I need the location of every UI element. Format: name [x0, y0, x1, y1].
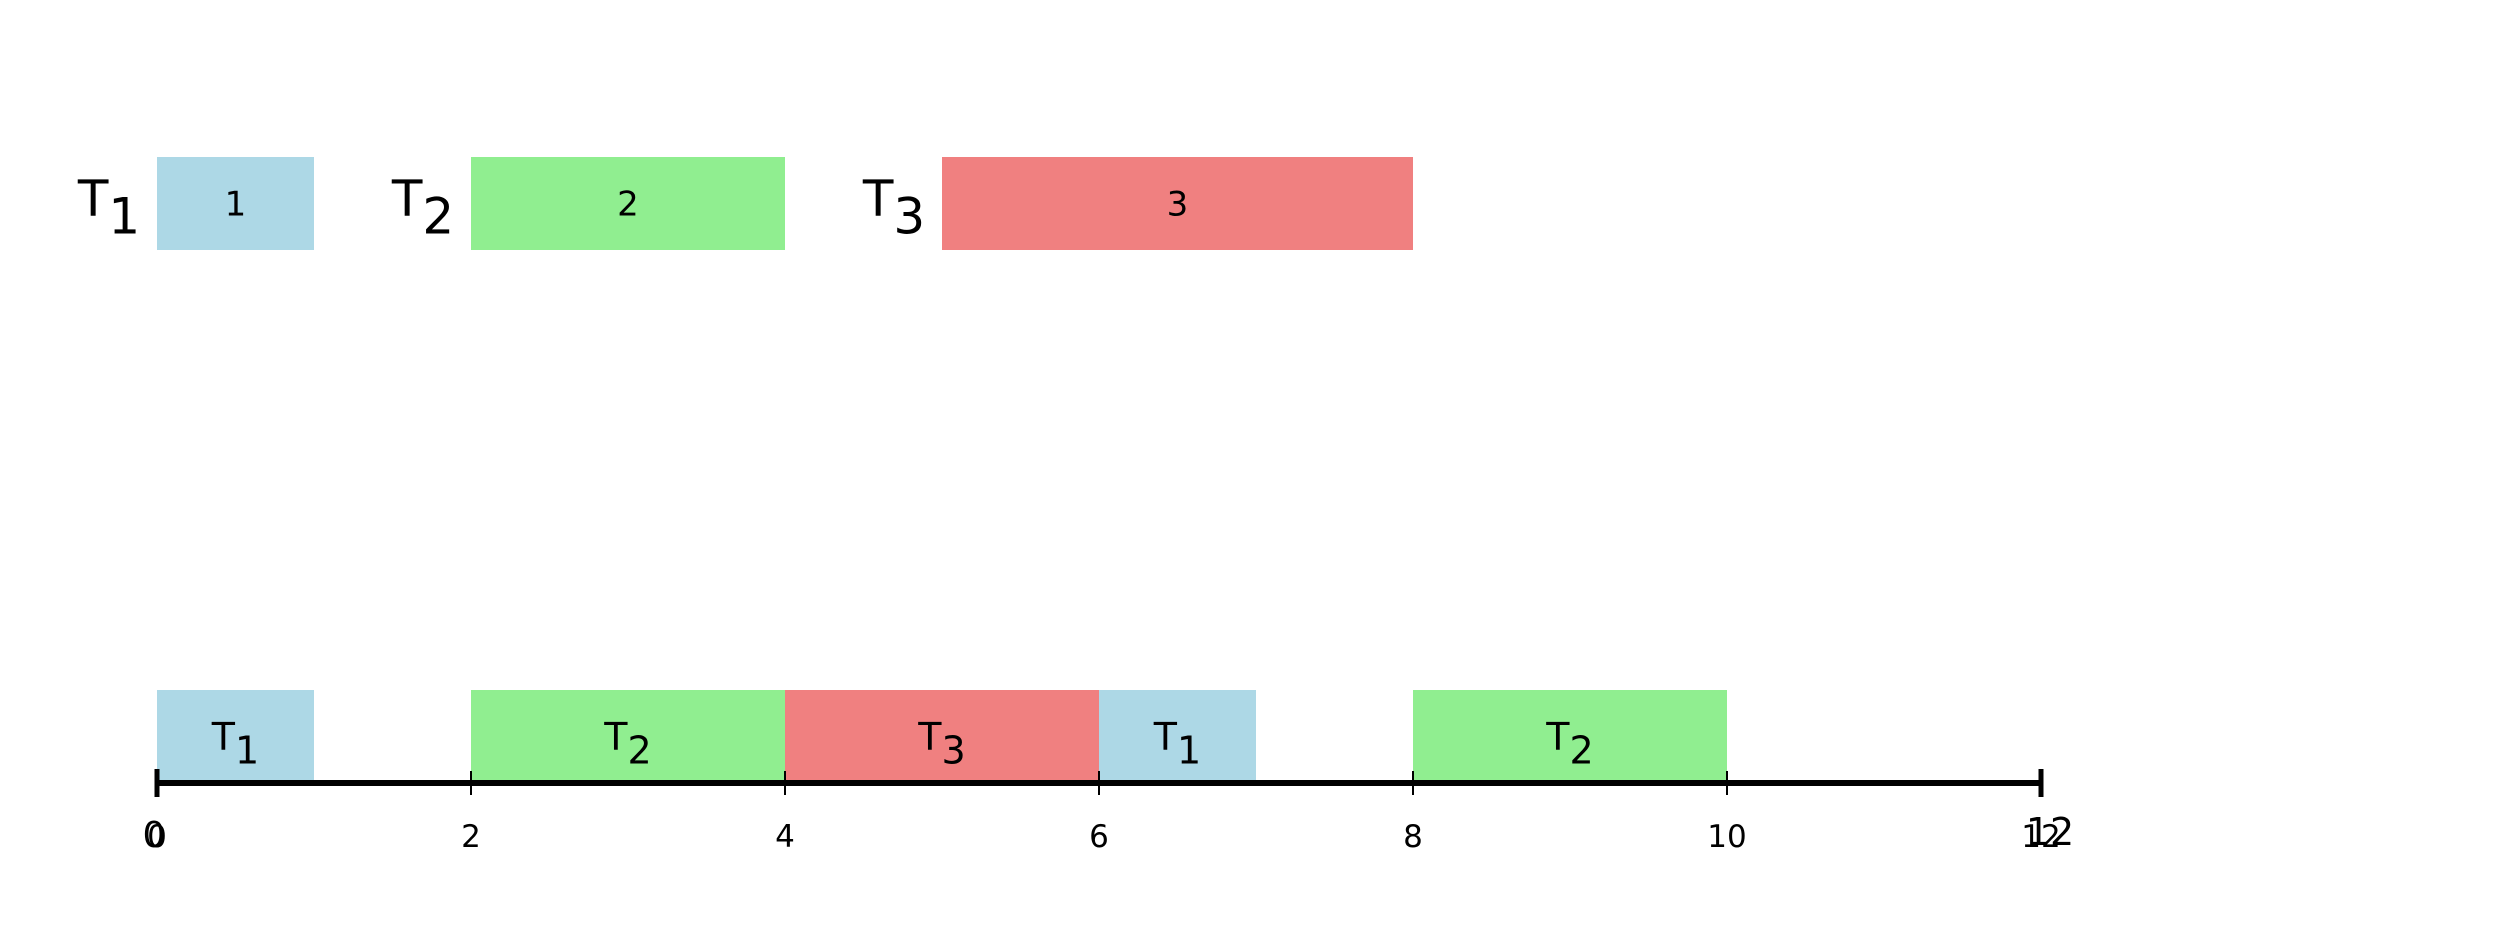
schedule-block-2 [471, 690, 785, 783]
schedule-block-3 [785, 690, 1099, 783]
axis-tick-label-8: 8 [1403, 819, 1423, 855]
task-bar-2 [471, 157, 785, 250]
task-bar-3 [942, 157, 1413, 250]
axis-tick-label-6: 6 [1089, 819, 1109, 855]
schedule-block-4 [1099, 690, 1256, 783]
axis-tick-label-10: 10 [1707, 819, 1746, 855]
axis-end-label: 12 [2026, 810, 2074, 854]
time-axis: 0 2 4 6 8 10 120 12 [143, 769, 2074, 856]
task-duration-label-2: 2 [617, 185, 639, 225]
task-bar-1 [157, 157, 314, 250]
task-name-1: T1 [77, 170, 140, 246]
schedule-block-label-5: T2 [1545, 715, 1593, 772]
task-name-2: T2 [391, 170, 454, 246]
task-name-3: T3 [862, 170, 925, 246]
axis-tick-label-4: 4 [775, 819, 795, 855]
schedule-block-5 [1413, 690, 1727, 783]
axis-tick-label-2: 2 [461, 819, 481, 855]
schedule-block-label-1: T1 [211, 715, 259, 772]
schedule-timeline: T1 T2 T3 T1 T2 [157, 690, 1727, 783]
schedule-block-label-4: T1 [1153, 715, 1201, 772]
schedule-block-label-2: T2 [603, 715, 651, 772]
schedule-block-label-3: T3 [917, 715, 965, 772]
axis-tick-label-12: 12 [2021, 819, 2060, 855]
schedule-block-1 [157, 690, 314, 783]
task-definitions: T1 1 T2 2 T3 3 [77, 157, 1413, 250]
task-duration-label-1: 1 [225, 185, 247, 225]
task-duration-label-3: 3 [1167, 185, 1189, 225]
axis-tick-label-0: 0 [147, 819, 167, 855]
axis-start-label: 0 [143, 815, 166, 856]
